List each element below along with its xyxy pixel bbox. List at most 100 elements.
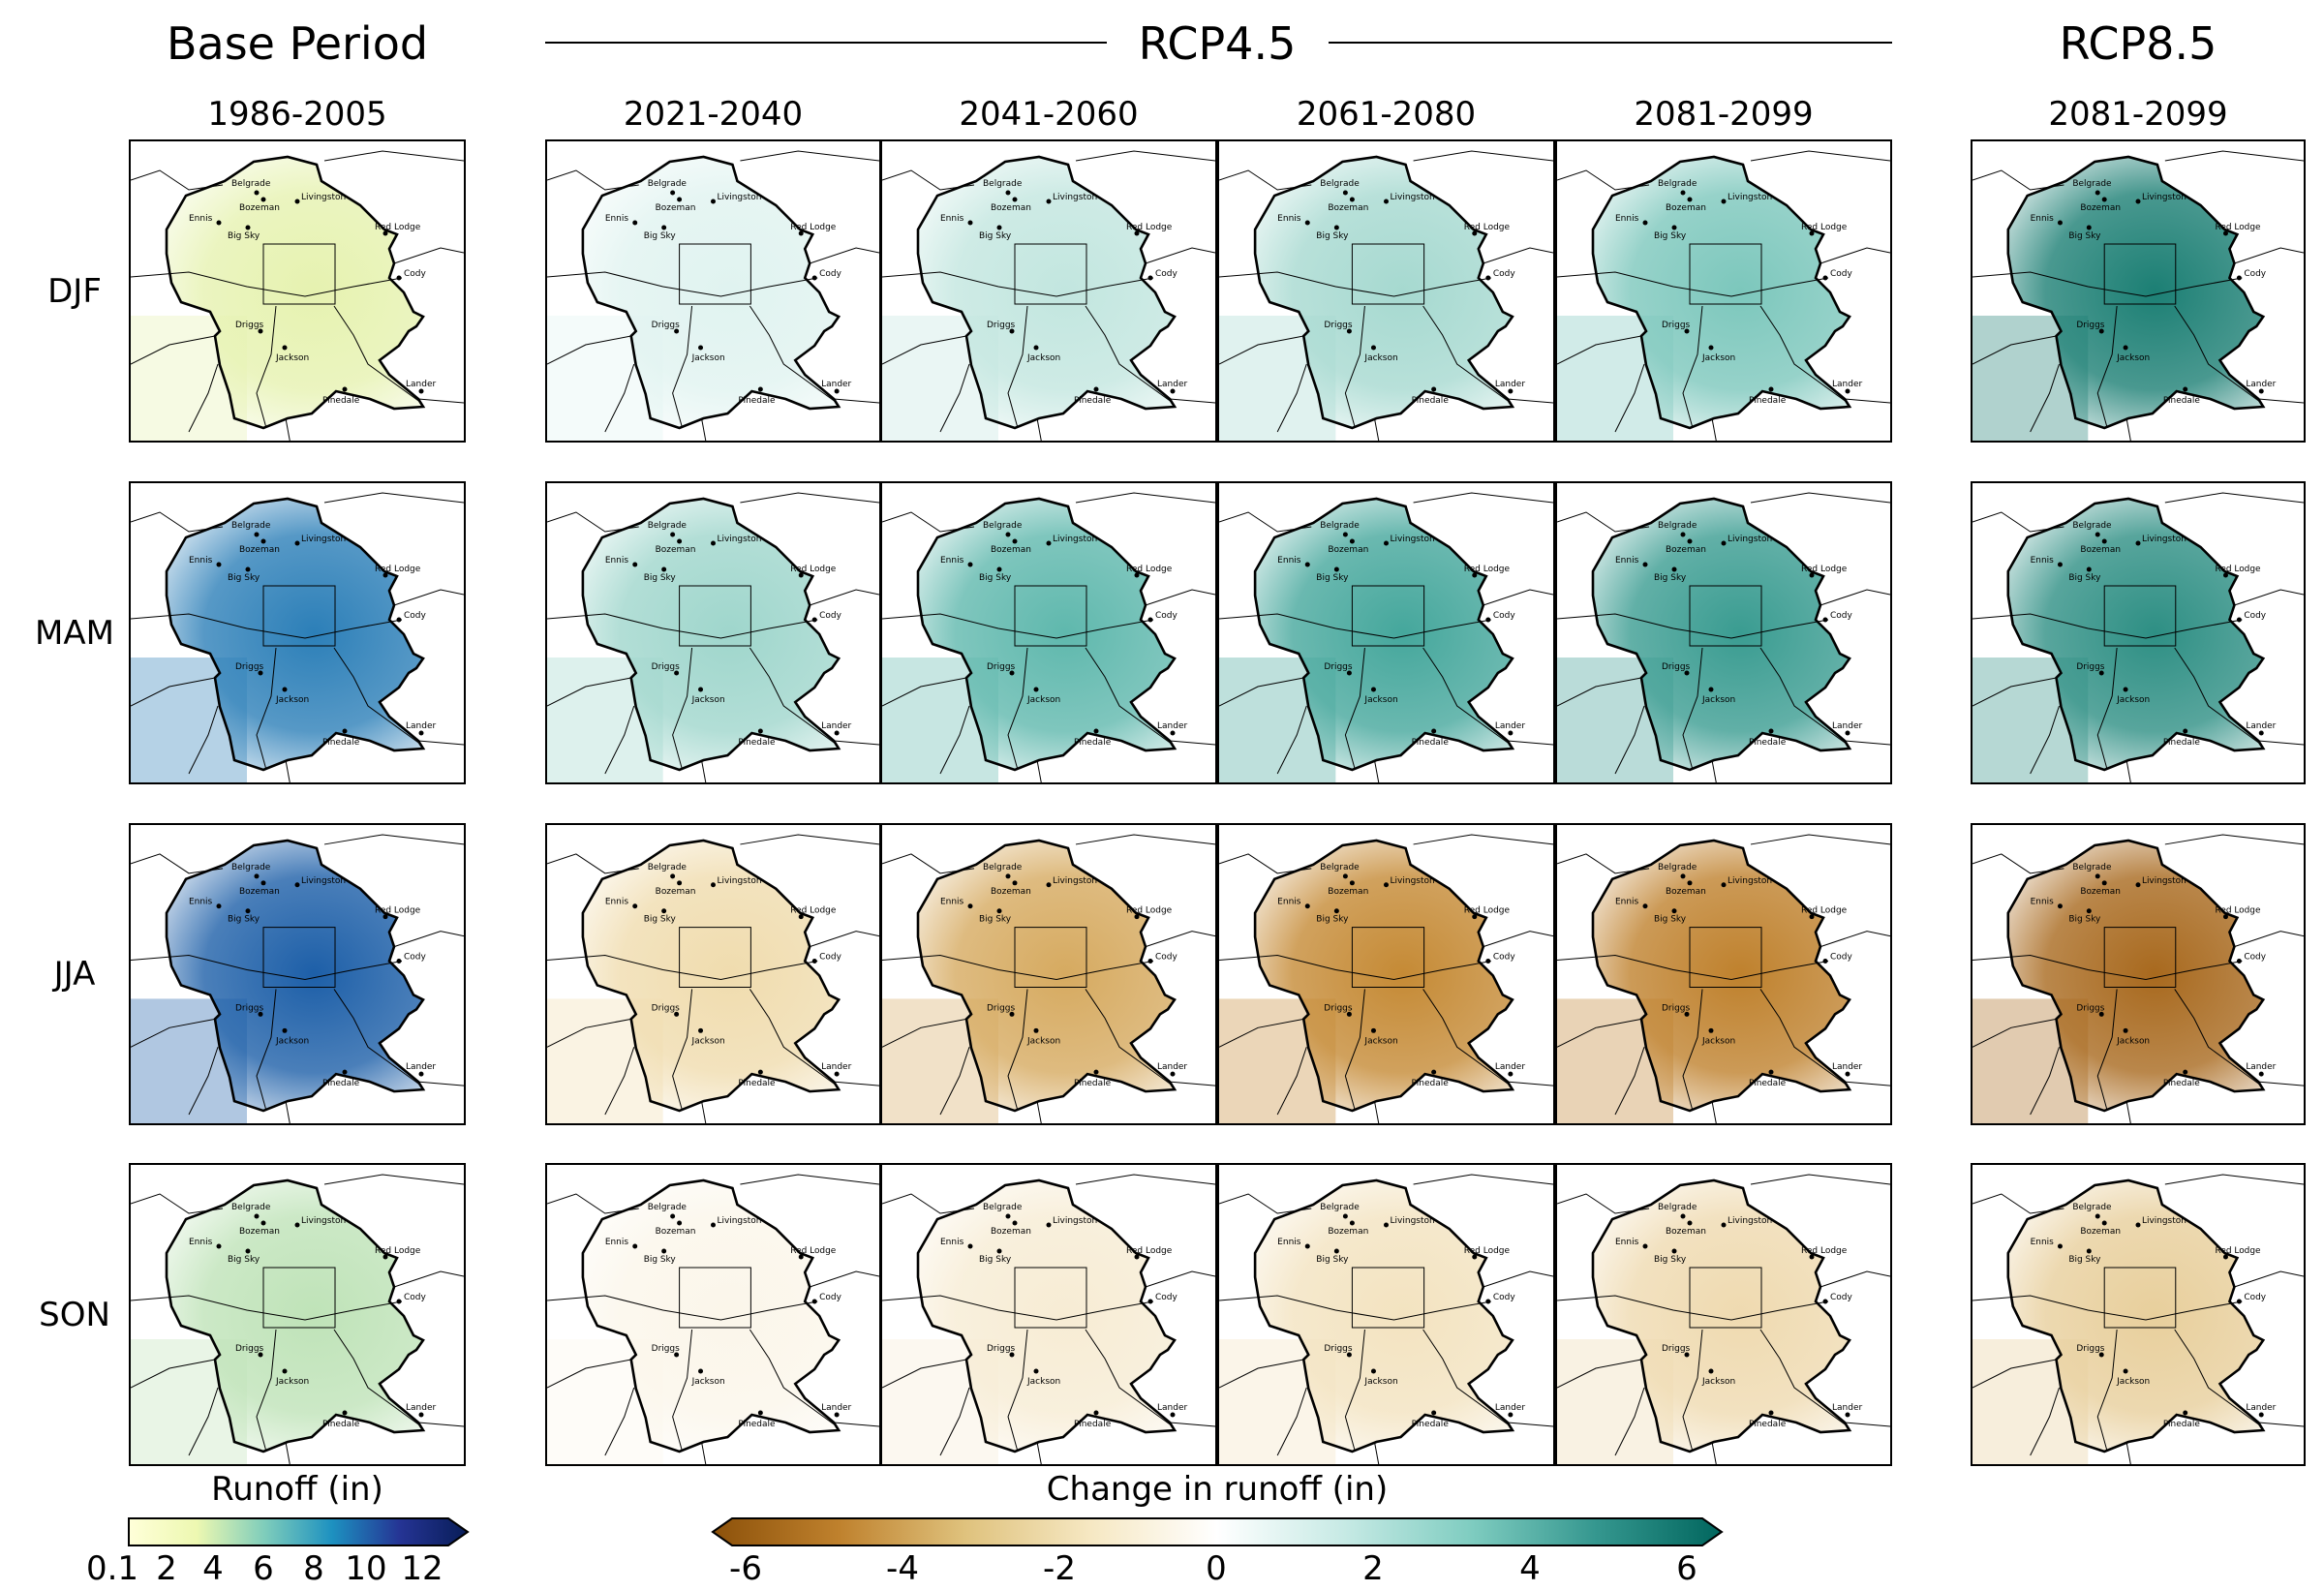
city-marker	[2098, 328, 2104, 334]
boundary-line	[1689, 585, 1762, 647]
city-label: Pinedale	[738, 396, 776, 406]
city-label: Lander	[406, 1403, 436, 1413]
boundary-line	[1750, 834, 1890, 845]
city-label: Cody	[1830, 953, 1852, 963]
city-marker	[418, 1071, 424, 1077]
boundary-line	[1614, 705, 1645, 775]
city-label: Pinedale	[1074, 738, 1112, 748]
city-label: Lander	[1157, 721, 1187, 731]
boundary-line	[1276, 705, 1307, 775]
city-label: Livingston	[1728, 876, 1772, 886]
city-marker	[1346, 328, 1352, 334]
boundary-line	[1483, 931, 1553, 948]
basin-outline	[165, 155, 426, 430]
boundary-line	[1075, 1174, 1215, 1185]
boundary-line	[1075, 834, 1215, 845]
city-marker	[1134, 914, 1140, 920]
city-label: Driggs	[235, 1344, 264, 1354]
boundary-line	[1682, 647, 1703, 771]
boundary-line	[323, 834, 464, 845]
city-label: Livingston	[717, 193, 761, 202]
change-tick: 2	[1362, 1549, 1384, 1588]
city-marker	[1147, 1299, 1153, 1304]
boundary-line	[2030, 705, 2060, 775]
boundary-line	[679, 243, 751, 305]
city-marker	[294, 199, 300, 204]
city-label: Cody	[819, 1293, 841, 1302]
city-label: Bozeman	[2080, 203, 2121, 213]
city-marker	[967, 562, 973, 567]
city-marker	[2183, 1410, 2188, 1416]
boundary-line	[882, 677, 967, 707]
city-marker	[2236, 959, 2242, 964]
city-label: Jackson	[1701, 1377, 1735, 1387]
city-marker	[1012, 197, 1018, 202]
city-marker	[1472, 230, 1478, 236]
city-label: Pinedale	[2163, 738, 2200, 748]
city-label: Ennis	[1277, 1238, 1301, 1247]
city-label: Big Sky	[228, 1255, 260, 1265]
city-marker	[1333, 1248, 1339, 1254]
city-marker	[1671, 1248, 1677, 1254]
city-label: Ennis	[605, 898, 629, 907]
city-label: Red Lodge	[790, 565, 837, 574]
city-label: Jackson	[691, 1377, 725, 1387]
city-marker	[1349, 880, 1355, 886]
boundary-line	[1169, 398, 1215, 404]
city-label: Red Lodge	[1126, 223, 1173, 232]
city-label: Belgrade	[2072, 1203, 2112, 1212]
city-label: Belgrade	[231, 179, 271, 189]
city-label: Big Sky	[2068, 915, 2101, 925]
boundary-line	[1276, 1047, 1307, 1116]
boundary-line	[2103, 1267, 2177, 1329]
city-label: Pinedale	[1749, 396, 1787, 406]
city-marker	[258, 670, 263, 676]
city-marker	[1768, 1410, 1774, 1416]
city-marker	[2123, 687, 2128, 692]
city-label: Big Sky	[228, 915, 260, 925]
boundary-line	[131, 1359, 216, 1389]
boundary-line	[604, 1387, 635, 1456]
city-marker	[2101, 1220, 2107, 1226]
city-label: Lander	[1495, 380, 1526, 389]
boundary-line	[1972, 271, 2243, 297]
city-label: Red Lodge	[2216, 906, 2261, 916]
city-label: Cody	[1493, 1293, 1516, 1302]
city-label: Lander	[1832, 1062, 1862, 1072]
boundary-line	[131, 335, 216, 365]
city-label: Big Sky	[1654, 915, 1687, 925]
boundary-line	[882, 1295, 1154, 1321]
boundary-line	[547, 1295, 818, 1321]
boundary-line	[2096, 1329, 2118, 1453]
city-marker	[2057, 903, 2063, 909]
city-marker	[1005, 1213, 1011, 1219]
map-panel-son-4: Belgrade Bozeman Livingston Ennis Big Sky Red…	[1555, 1163, 1892, 1466]
city-label: Ennis	[605, 1238, 628, 1247]
city-marker	[1005, 532, 1011, 537]
boundary-line	[701, 1100, 707, 1123]
city-label: Belgrade	[1658, 179, 1697, 189]
boundary-line	[285, 1441, 290, 1464]
city-label: Big Sky	[644, 573, 677, 583]
boundary-line	[393, 589, 464, 606]
boundary-line	[2174, 1329, 2262, 1427]
city-marker	[1046, 882, 1052, 888]
boundary-line	[672, 989, 693, 1112]
city-marker	[282, 1027, 288, 1033]
city-marker	[282, 687, 288, 692]
city-marker	[711, 540, 716, 546]
map-panel-jja-4: Belgrade Bozeman Livingston Ennis Big Sky Red…	[1555, 823, 1892, 1125]
city-marker	[260, 880, 266, 886]
boundary-line	[256, 305, 277, 429]
city-marker	[1680, 532, 1686, 537]
boundary-line	[1007, 305, 1028, 429]
city-marker	[1642, 1243, 1648, 1249]
boundary-line	[2164, 834, 2304, 845]
boundary-line	[131, 613, 403, 639]
city-label: Ennis	[2031, 898, 2054, 907]
city-label: Red Lodge	[1801, 1246, 1848, 1256]
boundary-line	[323, 1174, 464, 1185]
city-label: Bozeman	[2080, 887, 2121, 897]
boundary-line	[131, 1018, 216, 1048]
city-label: Bozeman	[1328, 545, 1368, 555]
